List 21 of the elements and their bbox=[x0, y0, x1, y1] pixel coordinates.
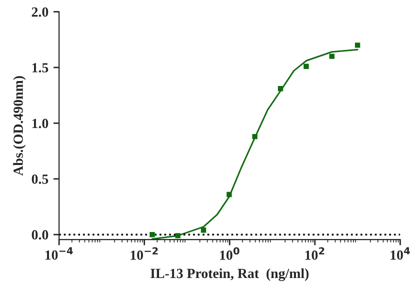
point bbox=[175, 233, 180, 238]
y-axis-title: Abs.(OD.490nm) bbox=[13, 76, 26, 176]
point bbox=[329, 54, 334, 59]
y-tick-label: 0.5 bbox=[32, 174, 48, 184]
x-tick-label: 10$^{−4}$ bbox=[45, 247, 73, 260]
point bbox=[252, 134, 258, 140]
x-axis-title: IL-13 Protein, Rat (ng/ml) bbox=[150, 268, 309, 282]
point bbox=[278, 86, 284, 92]
y-tick-label: 1.0 bbox=[32, 118, 48, 128]
point bbox=[226, 192, 232, 198]
y-tick-label: 0.0 bbox=[32, 230, 48, 240]
x-tick-label: 10$^{−2}$ bbox=[130, 247, 158, 260]
x-tick-label: 10$^{0}$ bbox=[220, 247, 240, 260]
point bbox=[150, 232, 155, 238]
x-tick-label: 10$^{4}$ bbox=[390, 247, 410, 260]
x-tick-label: 10$^{2}$ bbox=[305, 247, 324, 260]
point bbox=[304, 64, 309, 69]
point bbox=[354, 42, 360, 48]
point bbox=[200, 228, 206, 233]
y-tick-label: 1.5 bbox=[32, 63, 48, 72]
y-tick-label: 2.0 bbox=[32, 7, 48, 17]
